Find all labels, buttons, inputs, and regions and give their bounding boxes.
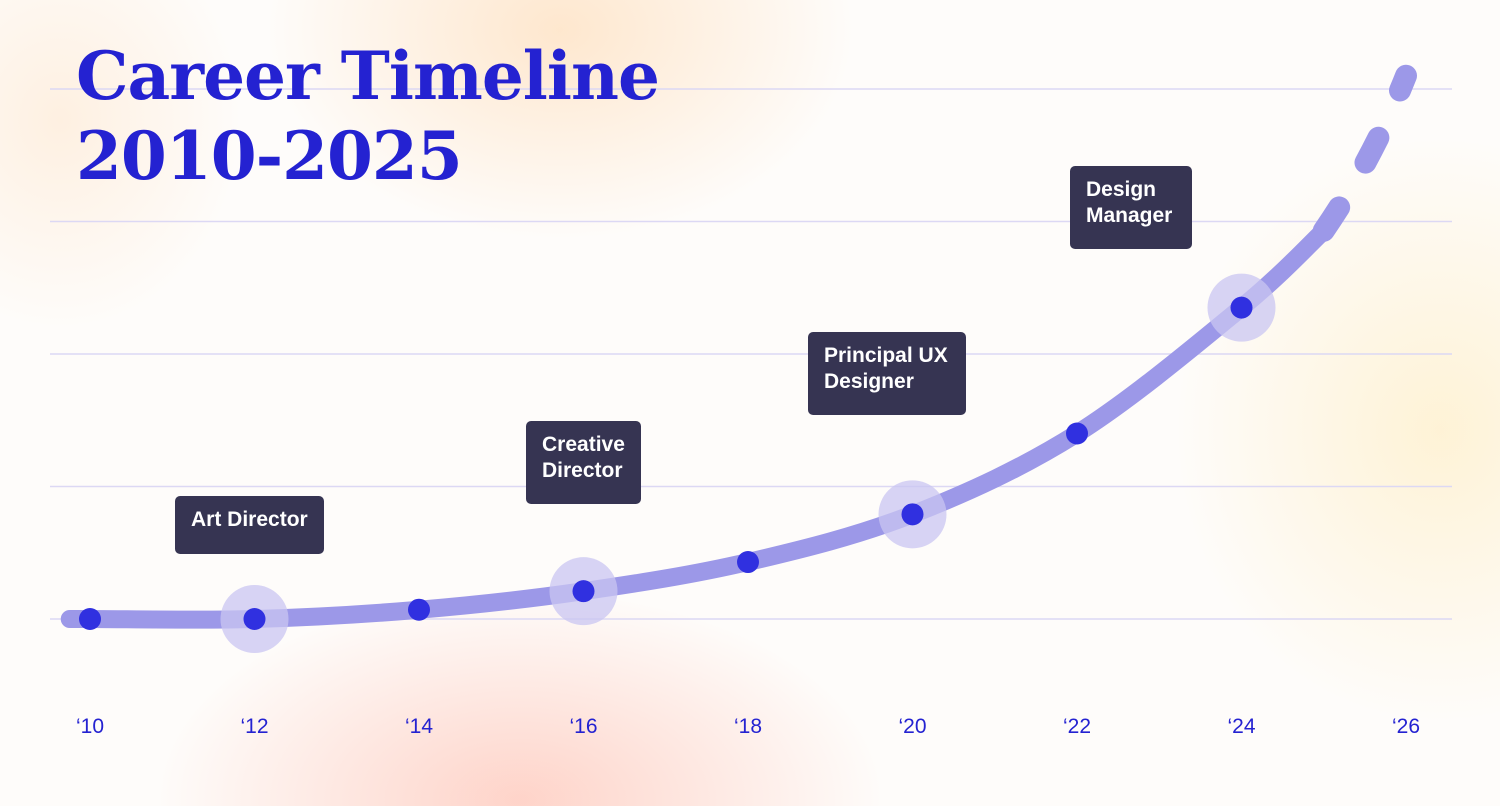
x-axis-ticks: ‘10 ‘12 ‘14 ‘16 ‘18 ‘20 ‘22 ‘24 ‘26 xyxy=(76,715,1420,738)
x-tick-label: ‘24 xyxy=(1227,715,1255,738)
data-points xyxy=(79,273,1276,653)
data-point xyxy=(408,598,430,621)
data-point xyxy=(1066,422,1088,445)
x-tick-label: ‘12 xyxy=(240,715,268,738)
data-point xyxy=(737,551,759,574)
x-tick-label: ‘26 xyxy=(1392,715,1420,738)
milestone-label-design-manager: Design Manager xyxy=(1070,166,1192,249)
career-curve-line xyxy=(60,221,1333,629)
projection-dashed-line xyxy=(1312,64,1417,242)
data-point xyxy=(1230,296,1253,319)
subtitle-text: 2010-2025 xyxy=(76,117,463,195)
milestone-label-text: Design Manager xyxy=(1086,178,1173,227)
x-tick-label: ‘14 xyxy=(405,715,433,738)
x-tick-label: ‘16 xyxy=(569,715,597,738)
milestone-label-text: Principal UX Designer xyxy=(824,344,948,393)
data-point xyxy=(901,503,924,526)
title-text: Career Timeline xyxy=(76,37,660,115)
data-point xyxy=(572,580,595,603)
milestone-label-text: Creative Director xyxy=(542,433,625,482)
x-tick-label: ‘10 xyxy=(76,715,104,738)
data-point xyxy=(79,608,101,630)
data-point xyxy=(243,608,266,630)
milestone-label-creative-director: Creative Director xyxy=(526,421,641,504)
x-tick-label: ‘20 xyxy=(898,715,926,738)
x-tick-label: ‘18 xyxy=(734,715,762,738)
milestone-label-text: Art Director xyxy=(191,508,308,531)
x-tick-label: ‘22 xyxy=(1063,715,1091,738)
milestone-label-principal-ux-designer: Principal UX Designer xyxy=(808,332,966,415)
milestone-label-art-director: Art Director xyxy=(175,496,324,554)
chart-title: Career Timeline 2010-2025 xyxy=(76,36,660,196)
